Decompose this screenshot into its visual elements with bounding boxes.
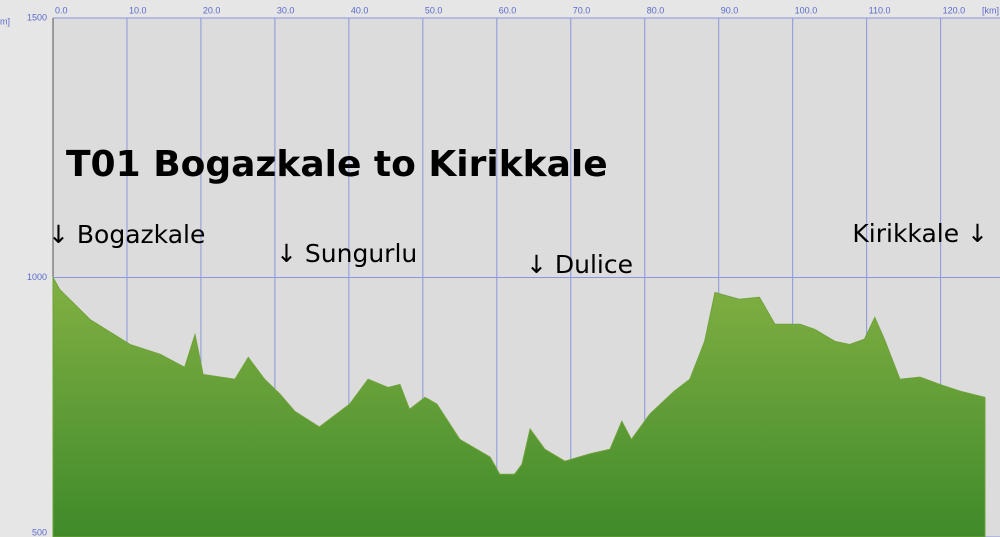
annotation: ↓ Dulice xyxy=(526,250,633,279)
x-tick-label: 120.0 xyxy=(943,5,966,15)
y-tick-label: 500 xyxy=(32,527,47,537)
x-tick-label: 0.0 xyxy=(55,5,68,15)
x-tick-label: 30.0 xyxy=(277,5,295,15)
x-tick-label: 60.0 xyxy=(499,5,517,15)
x-tick-label: 50.0 xyxy=(425,5,443,15)
x-unit: [km] xyxy=(982,5,999,15)
y-tick-label: 1500 xyxy=(27,12,47,22)
chart-title: T01 Bogazkale to Kirikkale xyxy=(66,144,608,185)
x-tick-label: 110.0 xyxy=(869,5,891,15)
x-tick-label: 20.0 xyxy=(203,5,221,15)
elevation-area xyxy=(52,275,986,537)
annotation: ↓ Sungurlu xyxy=(276,239,417,268)
x-tick-label: 70.0 xyxy=(573,5,591,15)
x-tick-label: 40.0 xyxy=(351,5,369,15)
y-tick-label: 1000 xyxy=(27,272,47,282)
x-tick-label: 100.0 xyxy=(795,5,818,15)
y-unit: m] xyxy=(0,16,10,26)
x-tick-label: 10.0 xyxy=(129,5,147,15)
x-tick-label: 90.0 xyxy=(721,5,739,15)
annotation: ↓ Bogazkale xyxy=(48,220,205,249)
x-tick-label: 80.0 xyxy=(647,5,665,15)
annotation: Kirikkale ↓ xyxy=(852,219,988,248)
